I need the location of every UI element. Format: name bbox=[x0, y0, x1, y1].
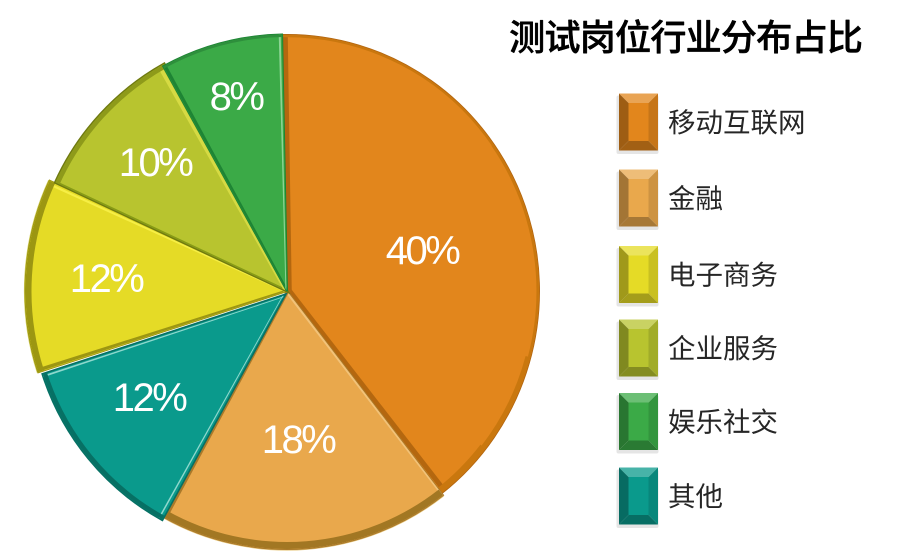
svg-text:10%: 10% bbox=[119, 141, 193, 185]
svg-text:12%: 12% bbox=[70, 257, 144, 301]
svg-text:8%: 8% bbox=[210, 75, 265, 119]
svg-text:18%: 18% bbox=[262, 418, 336, 462]
svg-text:12%: 12% bbox=[113, 376, 187, 420]
svg-text:40%: 40% bbox=[386, 229, 460, 273]
